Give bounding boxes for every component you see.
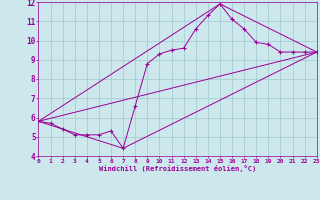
X-axis label: Windchill (Refroidissement éolien,°C): Windchill (Refroidissement éolien,°C) — [99, 165, 256, 172]
